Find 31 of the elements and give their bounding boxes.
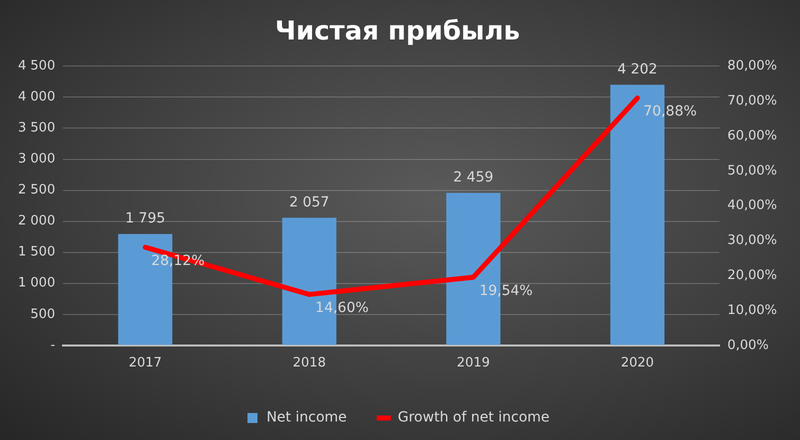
y-tick-label: 1 500 xyxy=(18,244,56,260)
y2-tick-label: 80,00% xyxy=(727,58,778,74)
y-tick-label: 500 xyxy=(30,306,56,322)
x-tick-label: 2018 xyxy=(292,356,326,371)
data-label: 28,12% xyxy=(151,252,205,269)
data-label: 2 459 xyxy=(453,169,494,186)
y2-tick-label: 50,00% xyxy=(727,163,778,178)
y-tick-label: 4 500 xyxy=(18,58,56,74)
data-label: 1 795 xyxy=(125,210,166,227)
y2-tick-label: 0,00% xyxy=(727,338,769,353)
legend-label: Growth of net income xyxy=(398,410,550,426)
y-tick-label: 3 000 xyxy=(18,152,56,167)
y-tick-label: 2 500 xyxy=(18,182,56,198)
y-tick-label: - xyxy=(50,338,56,353)
y-tick-label: 2 000 xyxy=(18,214,56,229)
data-label: 2 057 xyxy=(289,194,330,210)
y-tick-label: 1 000 xyxy=(18,276,56,291)
x-tick-label: 2019 xyxy=(456,356,490,371)
data-label: 4 202 xyxy=(617,61,658,78)
chart-title: Чистая прибыль xyxy=(275,16,520,46)
y-tick-label: 3 500 xyxy=(18,120,56,136)
x-tick-label: 2017 xyxy=(128,356,162,371)
y2-tick-label: 60,00% xyxy=(727,128,778,144)
y-tick-label: 4 000 xyxy=(18,90,56,105)
y2-tick-label: 10,00% xyxy=(727,302,778,318)
legend-label: Net income xyxy=(266,410,347,426)
y2-tick-label: 30,00% xyxy=(727,233,778,248)
y2-tick-label: 40,00% xyxy=(727,198,778,214)
x-tick-label: 2020 xyxy=(620,356,654,371)
y2-tick-label: 20,00% xyxy=(727,268,778,283)
y2-tick-label: 70,00% xyxy=(727,93,778,108)
